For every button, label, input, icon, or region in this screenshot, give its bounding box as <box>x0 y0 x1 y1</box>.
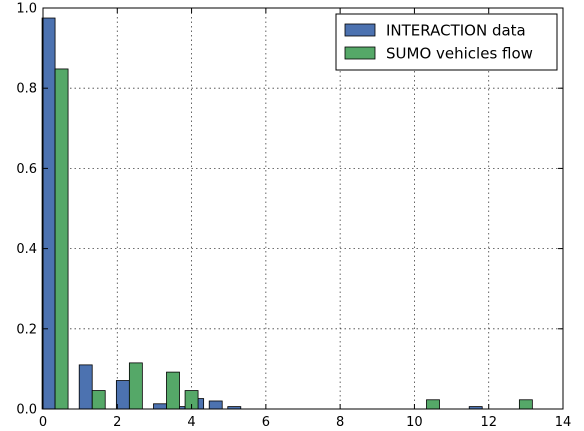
x-tick-label: 6 <box>262 415 270 430</box>
x-tick-label: 12 <box>480 415 497 430</box>
legend-label: INTERACTION data <box>386 22 526 40</box>
x-tick-label: 0 <box>39 415 47 430</box>
bar-series-1 <box>41 17 56 410</box>
bar-series-1 <box>78 364 93 410</box>
bar-series-2 <box>91 390 106 410</box>
bar-series-2 <box>426 399 440 410</box>
legend-swatch <box>344 23 376 37</box>
ticks: 0 2 4 6 8 10 12 14 0.0 0.2 0.4 0.6 0.8 1.0 <box>16 2 571 431</box>
legend-label: SUMO vehicles flow <box>386 45 533 63</box>
legend: INTERACTION data SUMO vehicles flow <box>335 13 558 71</box>
legend-box <box>335 13 558 71</box>
bar-series-2 <box>166 371 180 410</box>
bars <box>41 17 533 410</box>
y-tick-label: 0.8 <box>16 82 37 97</box>
bar-series-2 <box>518 399 533 410</box>
x-tick-label: 4 <box>187 415 195 430</box>
legend-swatch <box>344 46 376 60</box>
y-tick-label: 0.2 <box>16 322 37 337</box>
grid <box>43 8 563 409</box>
y-tick-label: 0.6 <box>16 162 37 177</box>
y-tick-label: 1.0 <box>16 2 37 17</box>
x-tick-label: 8 <box>336 415 344 430</box>
x-tick-label: 2 <box>113 415 121 430</box>
x-tick-label: 14 <box>555 415 572 430</box>
y-tick-label: 0.0 <box>16 403 37 418</box>
y-tick-label: 0.4 <box>16 242 37 257</box>
bar-series-2 <box>54 68 69 410</box>
bar-series-1 <box>153 403 167 410</box>
x-tick-label: 10 <box>406 415 423 430</box>
bar-series-1 <box>208 400 223 410</box>
bar-series-1 <box>115 380 130 410</box>
plot-area-frame <box>42 7 564 410</box>
bar-series-2 <box>128 362 143 410</box>
